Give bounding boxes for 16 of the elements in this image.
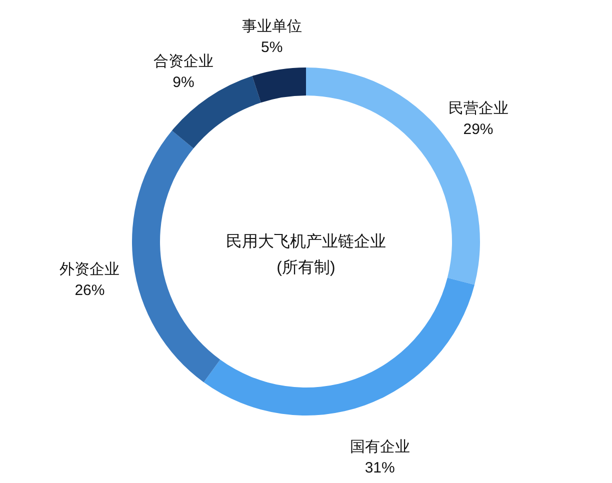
- slice-label: 合资企业: [153, 53, 214, 70]
- donut-slice: [204, 278, 475, 416]
- slice-label: 国有企业: [350, 438, 410, 456]
- text: 民用大飞机产业链企业: [226, 232, 386, 250]
- data-label: 26%: [74, 282, 105, 299]
- data-label: 29%: [463, 120, 494, 138]
- donut-slice: [172, 76, 261, 148]
- data-label: 31%: [364, 460, 395, 477]
- data-label: 5%: [261, 39, 283, 56]
- slice-label: 外资企业: [60, 260, 120, 278]
- donut-slice: [252, 68, 306, 103]
- text: (所有制): [276, 258, 336, 276]
- slice-label: 事业单位: [242, 18, 302, 36]
- slice-label: 民营企业: [448, 100, 508, 117]
- donut-slice: [132, 130, 220, 382]
- data-label: 9%: [172, 74, 194, 92]
